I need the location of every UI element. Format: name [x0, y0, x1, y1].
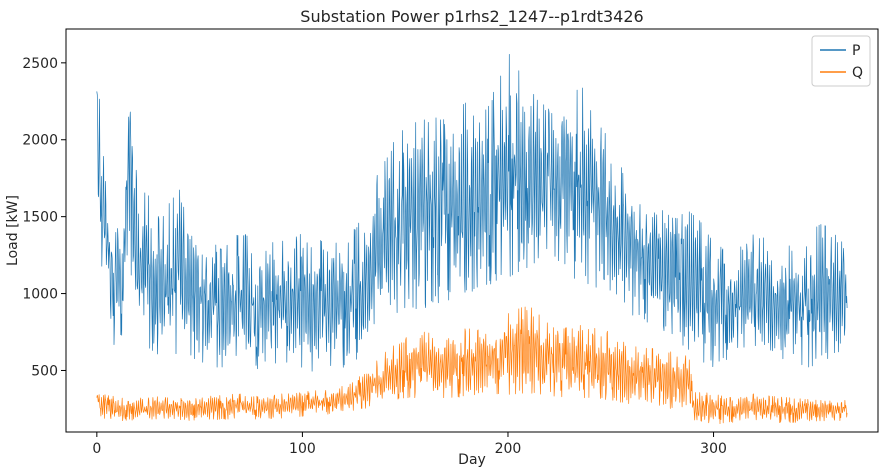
- legend-box: [811, 35, 871, 87]
- y-tick-label: 500: [31, 363, 58, 379]
- y-axis-label: Load [kW]: [5, 195, 21, 266]
- legend: PQ: [811, 35, 871, 87]
- y-tick-label: 1000: [22, 287, 58, 303]
- y-tick-label: 1500: [22, 210, 58, 226]
- x-tick-label: 0: [92, 441, 101, 457]
- x-axis: 0 100 200 300: [92, 432, 727, 457]
- legend-label-q: Q: [852, 65, 863, 81]
- y-axis: 500 1000 1500 2000 2500: [22, 56, 66, 379]
- x-tick-label: 100: [289, 441, 316, 457]
- x-tick-label: 200: [495, 441, 522, 457]
- legend-label-p: P: [852, 43, 860, 59]
- chart-title: Substation Power p1rhs2_1247--p1rdt3426: [300, 7, 643, 27]
- y-tick-label: 2500: [22, 56, 58, 72]
- series-line-q: [96, 306, 848, 425]
- series-line-p: [96, 53, 848, 372]
- y-tick-label: 2000: [22, 133, 58, 149]
- x-axis-label: Day: [458, 452, 486, 468]
- plot-series: [96, 53, 848, 425]
- x-tick-label: 300: [700, 441, 727, 457]
- plot-frame: [65, 28, 879, 433]
